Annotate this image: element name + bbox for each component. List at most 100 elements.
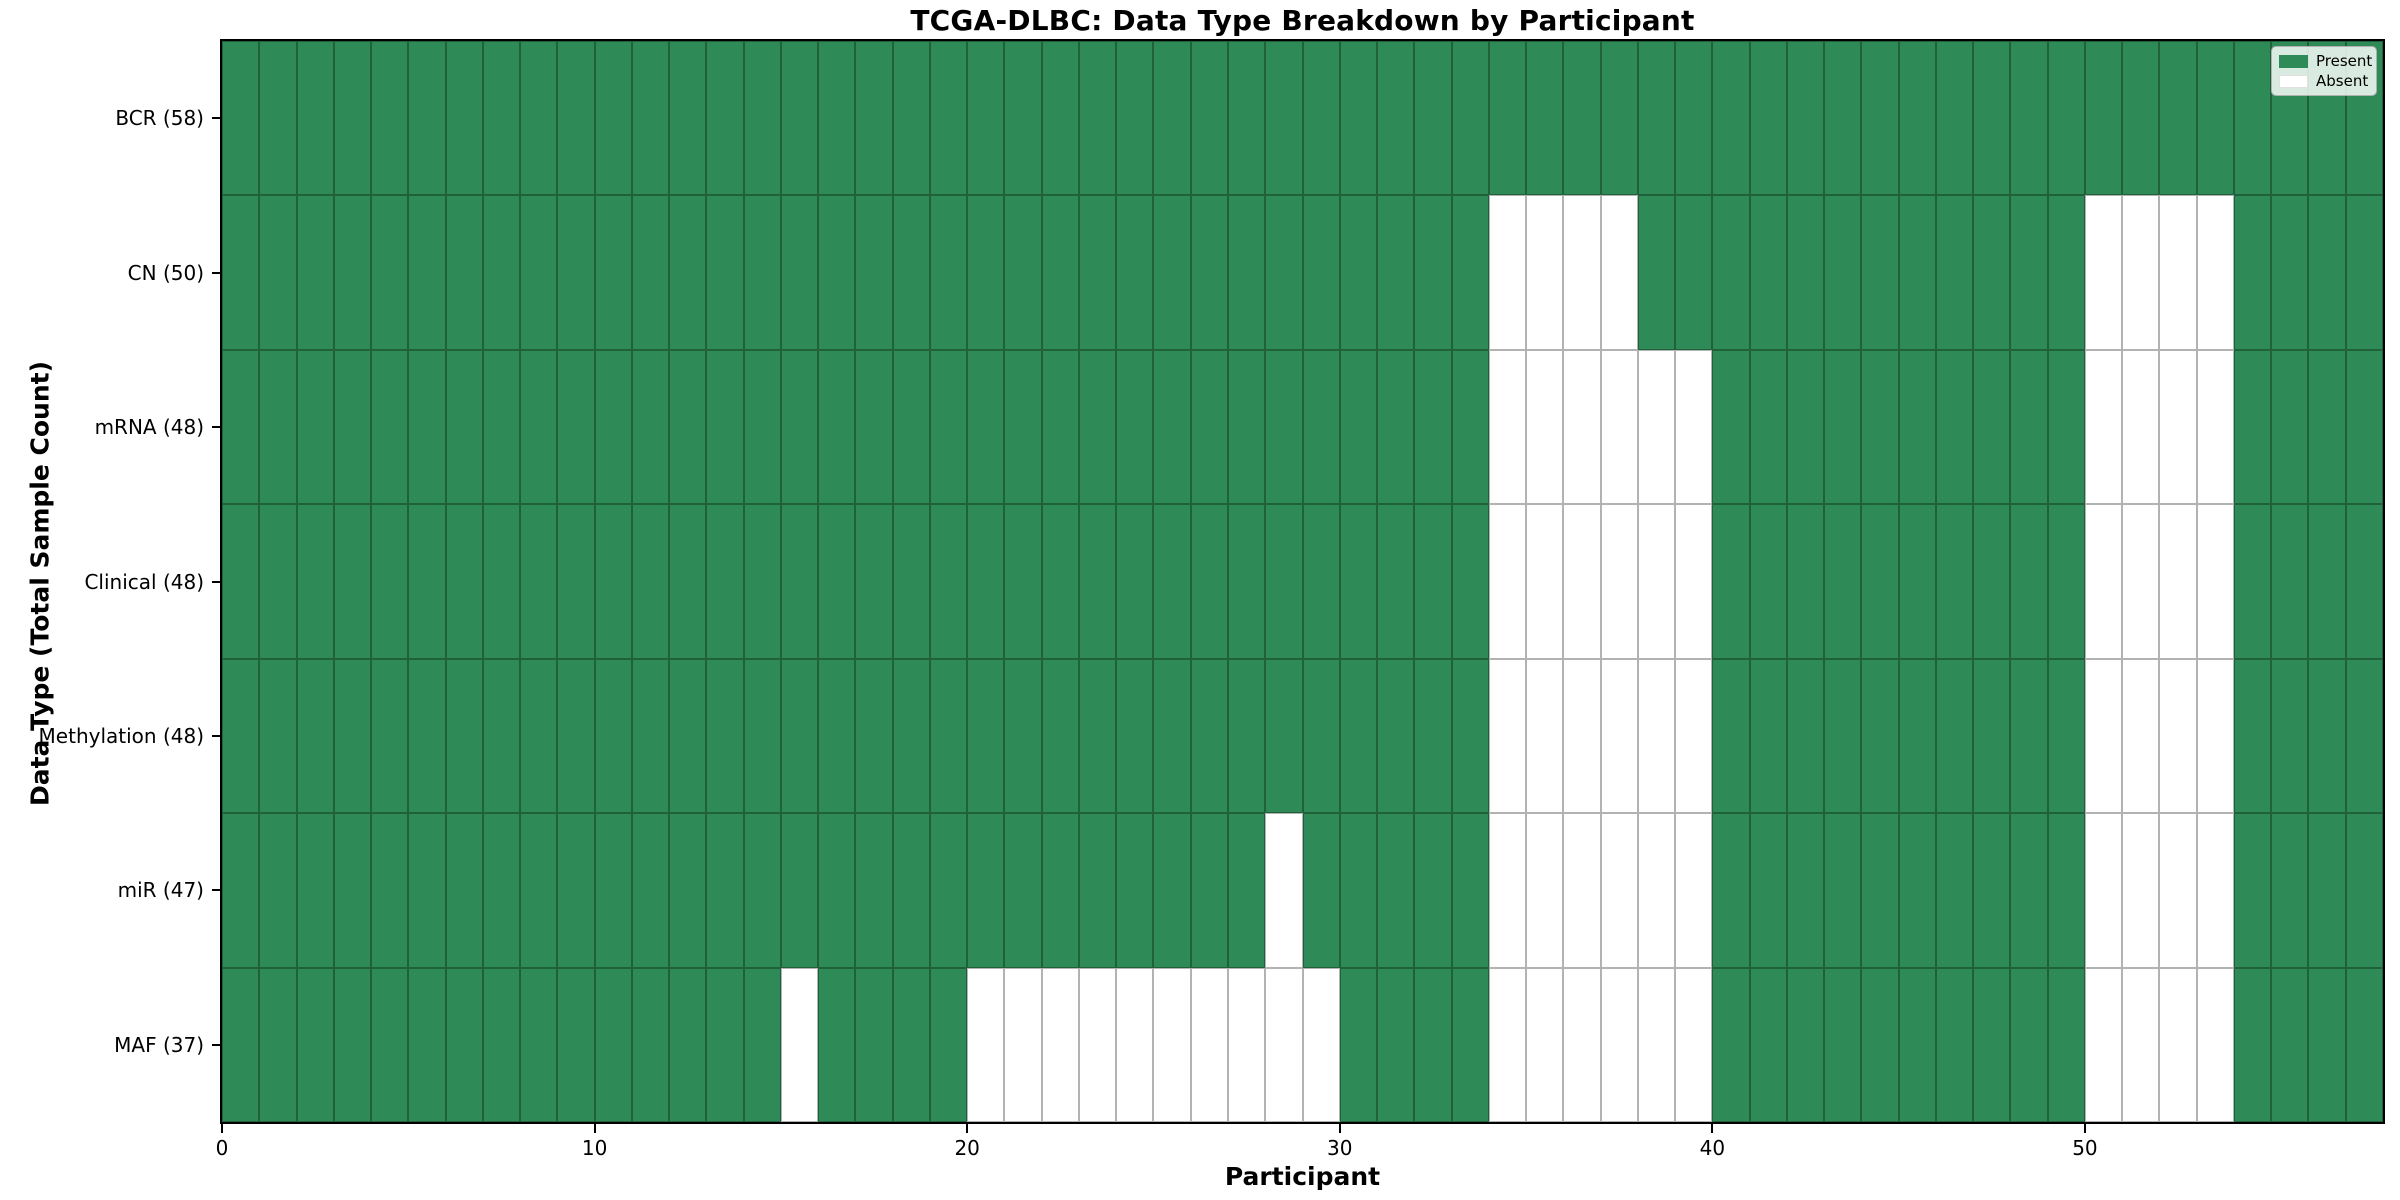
- legend-label-absent: Absent: [2316, 72, 2369, 90]
- cell-present: [669, 504, 707, 659]
- cell-present: [2047, 658, 2085, 814]
- cell-present: [1973, 967, 2011, 1122]
- cell-absent: [1302, 967, 1340, 1122]
- cell-present: [1973, 195, 2011, 350]
- cell-present: [371, 813, 409, 968]
- cell-present: [1712, 349, 1750, 505]
- cell-absent: [1488, 967, 1527, 1122]
- cell-present: [1041, 504, 1079, 659]
- cell-absent: [1227, 967, 1266, 1122]
- cell-present: [669, 195, 707, 350]
- cell-present: [929, 349, 968, 505]
- cell-present: [520, 41, 558, 196]
- cell-absent: [1637, 967, 1676, 1122]
- cell-present: [594, 349, 632, 505]
- cell-present: [408, 813, 446, 968]
- cell-present: [1749, 195, 1787, 350]
- cell-present: [371, 967, 409, 1122]
- cell-present: [1153, 195, 1191, 350]
- cell-present: [1749, 813, 1787, 968]
- cell-present: [222, 658, 260, 814]
- cell-present: [1414, 41, 1452, 196]
- cell-absent: [2196, 967, 2234, 1122]
- cell-present: [371, 195, 409, 350]
- legend: Present Absent: [2271, 46, 2377, 96]
- x-tick-label: 20: [954, 1136, 980, 1160]
- cell-present: [557, 967, 595, 1122]
- cell-present: [445, 195, 483, 350]
- cell-present: [1973, 41, 2011, 196]
- cell-present: [1935, 349, 1974, 505]
- cell-present: [1116, 813, 1154, 968]
- cell-absent: [1004, 967, 1042, 1122]
- cell-absent: [2196, 504, 2234, 659]
- cell-present: [892, 504, 930, 659]
- cell-present: [1339, 504, 1378, 659]
- cell-present: [929, 504, 968, 659]
- cell-present: [1265, 195, 1303, 350]
- cell-present: [1377, 195, 1415, 350]
- cell-present: [1078, 349, 1117, 505]
- cell-present: [1898, 658, 1936, 814]
- x-tick-mark: [1711, 1124, 1714, 1133]
- y-tick-mark: [212, 271, 221, 274]
- y-tick-mark: [212, 734, 221, 737]
- cell-present: [222, 349, 260, 505]
- cell-present: [892, 967, 930, 1122]
- y-tick-label: mRNA (48): [94, 415, 204, 440]
- cell-present: [1451, 813, 1489, 968]
- cell-present: [2122, 41, 2160, 196]
- cell-present: [482, 967, 521, 1122]
- cell-present: [1637, 41, 1676, 196]
- cell-absent: [1265, 813, 1303, 968]
- cell-present: [1749, 349, 1787, 505]
- cell-present: [1078, 41, 1117, 196]
- cell-present: [706, 504, 744, 659]
- cell-absent: [1488, 658, 1527, 814]
- cell-present: [818, 504, 856, 659]
- cell-present: [482, 349, 521, 505]
- cell-absent: [1600, 813, 1638, 968]
- cell-present: [1824, 658, 1862, 814]
- chart-title: TCGA-DLBC: Data Type Breakdown by Partic…: [910, 4, 1695, 37]
- cell-present: [743, 813, 781, 968]
- cell-present: [780, 195, 819, 350]
- cell-present: [2345, 967, 2383, 1122]
- cell-present: [296, 504, 334, 659]
- cell-present: [1377, 658, 1415, 814]
- cell-present: [1153, 349, 1191, 505]
- cell-present: [1786, 967, 1825, 1122]
- cell-absent: [1600, 195, 1638, 350]
- cell-present: [631, 658, 670, 814]
- x-tick-label: 40: [1699, 1136, 1726, 1160]
- cell-present: [1004, 504, 1042, 659]
- cell-present: [1749, 967, 1787, 1122]
- cell-present: [2271, 967, 2309, 1122]
- cell-present: [1786, 349, 1825, 505]
- cell-absent: [2159, 195, 2197, 350]
- cell-present: [1227, 504, 1266, 659]
- cell-absent: [1675, 813, 1713, 968]
- cell-present: [669, 41, 707, 196]
- cell-absent: [2196, 195, 2234, 350]
- cell-present: [1116, 658, 1154, 814]
- cell-absent: [1563, 504, 1601, 659]
- cell-present: [1339, 967, 1378, 1122]
- cell-present: [780, 504, 819, 659]
- cell-present: [1898, 41, 1936, 196]
- present-swatch-icon: [2279, 54, 2308, 68]
- cell-present: [296, 41, 334, 196]
- cell-present: [1712, 967, 1750, 1122]
- cell-present: [1041, 349, 1079, 505]
- cell-present: [1302, 504, 1340, 659]
- cell-present: [929, 41, 968, 196]
- cell-present: [2233, 967, 2272, 1122]
- cell-present: [1377, 504, 1415, 659]
- cell-present: [1153, 813, 1191, 968]
- cell-absent: [2084, 349, 2123, 505]
- cell-present: [1563, 41, 1601, 196]
- cell-present: [669, 658, 707, 814]
- absent-swatch-icon: [2279, 74, 2308, 88]
- cell-present: [1712, 658, 1750, 814]
- cell-present: [445, 349, 483, 505]
